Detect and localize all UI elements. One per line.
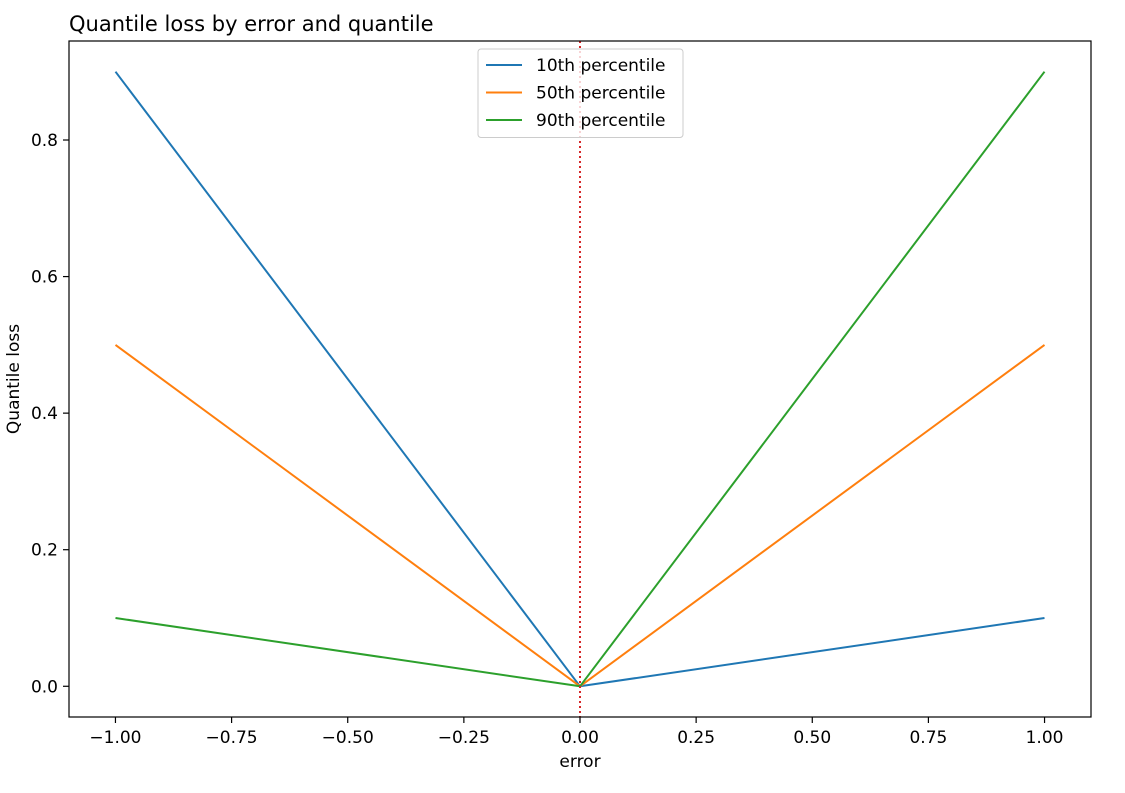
legend: 10th percentile 50th percentile 90th perce…: [477, 48, 684, 138]
plot-area: [114, 41, 1046, 717]
x-tick-label: 0.25: [677, 728, 715, 748]
x-axis-label: error: [559, 752, 600, 772]
series-line-2: [115, 71, 1046, 688]
x-axis: −1.00 −0.75 −0.50 −0.25 0.00 0.25 0.50 0.75 1.00: [89, 717, 1063, 748]
x-tick-label: 0.50: [793, 728, 831, 748]
y-tick-label: 0.4: [31, 404, 58, 424]
legend-box: [477, 48, 684, 138]
y-tick-label: 0.8: [31, 131, 58, 151]
x-tick-label: 0.00: [561, 728, 599, 748]
y-tick-label: 0.6: [31, 268, 58, 288]
x-tick-label: 1.00: [1026, 728, 1064, 748]
y-tick-label: 0.2: [31, 541, 58, 561]
legend-label-1: 50th percentile: [536, 84, 666, 104]
y-axis: 0.0 0.2 0.4 0.6 0.8: [31, 131, 69, 697]
legend-label-0: 10th percentile: [536, 56, 666, 76]
x-tick-label: −0.75: [206, 728, 258, 748]
y-axis-label: Quantile loss: [4, 324, 24, 434]
legend-label-2: 90th percentile: [536, 111, 666, 131]
chart-title: Quantile loss by error and quantile: [69, 12, 434, 36]
y-tick-label: 0.0: [31, 677, 58, 697]
x-tick-label: 0.75: [909, 728, 947, 748]
x-tick-label: −0.50: [322, 728, 374, 748]
x-tick-label: −1.00: [89, 728, 141, 748]
series-line-0: [114, 71, 1045, 688]
x-tick-label: −0.25: [438, 728, 490, 748]
